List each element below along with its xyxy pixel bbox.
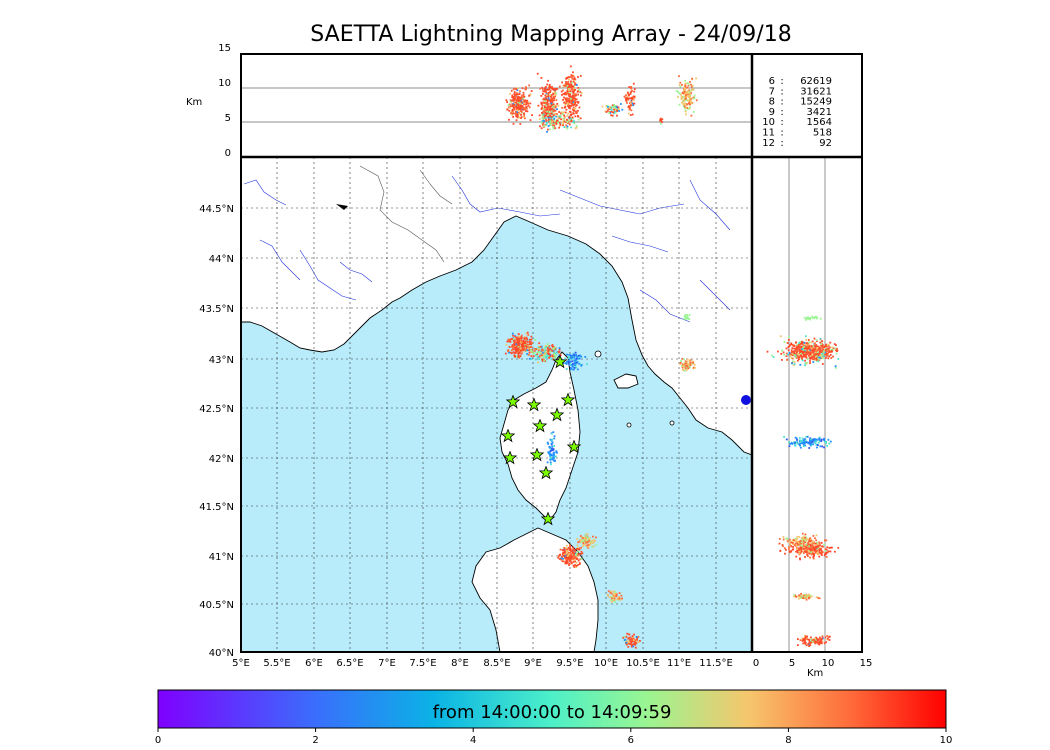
lon-tick-label: 6.5°E bbox=[336, 658, 363, 669]
lon-tick-label: 6°E bbox=[305, 658, 323, 669]
station-count-value: 518 bbox=[813, 128, 832, 139]
station-count-sep: : bbox=[780, 76, 783, 87]
altitude-tick-label: 10 bbox=[218, 78, 231, 89]
station-count-sep: : bbox=[780, 107, 783, 118]
map-panel bbox=[240, 156, 753, 653]
lon-tick-label: 7°E bbox=[378, 658, 396, 669]
station-count-sep: : bbox=[780, 97, 783, 108]
lon-tick-label: 10°E bbox=[594, 658, 618, 669]
station-count-n: 6 bbox=[769, 76, 775, 87]
lat-tick-label: 43.5°N bbox=[199, 304, 234, 315]
lat-tick-label: 40.5°N bbox=[199, 600, 234, 611]
lon-tick-label: 10.5°E bbox=[626, 658, 660, 669]
station-count-value: 62619 bbox=[800, 76, 832, 87]
colorbar-tick-label: 10 bbox=[940, 735, 953, 746]
lon-tick-label: 8.5°E bbox=[483, 658, 510, 669]
montecristo-island bbox=[626, 422, 632, 428]
lon-tick-label: 9.5°E bbox=[556, 658, 583, 669]
giglio-island bbox=[669, 420, 675, 426]
side-x-unit-label: Km bbox=[807, 668, 823, 679]
station-count-value: 31621 bbox=[800, 86, 832, 97]
top-lightning-sources bbox=[505, 65, 698, 133]
lat-tick-label: 42.5°N bbox=[199, 404, 234, 415]
side-altitude-tick-label: 0 bbox=[753, 658, 759, 669]
panel-frames bbox=[240, 53, 863, 653]
station-counts-panel: 6: 62619 7: 31621 8: 15249 9: 3421 10: 1564 11: 518… bbox=[762, 76, 832, 149]
colorbar-time-range: from 14:00:00 to 14:09:59 bbox=[432, 702, 672, 723]
lon-tick-label: 11°E bbox=[667, 658, 691, 669]
colorbar-tick-label: 6 bbox=[628, 735, 634, 746]
lat-tick-label: 42°N bbox=[209, 454, 234, 465]
lon-tick-label: 7.5°E bbox=[409, 658, 436, 669]
lon-tick-label: 11.5°E bbox=[699, 658, 733, 669]
station-count-sep: : bbox=[780, 117, 783, 128]
capraia-island bbox=[594, 350, 602, 358]
corsica-island bbox=[499, 351, 581, 521]
station-count-n: 9 bbox=[769, 107, 775, 118]
station-count-sep: : bbox=[780, 138, 783, 149]
colorbar-tick-label: 0 bbox=[155, 735, 161, 746]
station-count-sep: : bbox=[780, 128, 783, 139]
side-lightning-sources bbox=[766, 315, 840, 647]
lake-marker bbox=[336, 204, 348, 210]
side-altitude-tick-label: 15 bbox=[860, 658, 873, 669]
station-count-n: 7 bbox=[769, 86, 775, 97]
lake-bolsena bbox=[741, 395, 751, 405]
lat-tick-label: 40°N bbox=[209, 648, 234, 659]
lat-tick-label: 43°N bbox=[209, 355, 234, 366]
altitude-tick-label: 5 bbox=[225, 113, 231, 124]
elba-island bbox=[613, 373, 639, 389]
borders bbox=[359, 165, 453, 263]
station-count-n: 12 bbox=[762, 138, 775, 149]
colorbar-ticks: 0 2 4 6 8 10 bbox=[155, 728, 953, 746]
side-altitude-tick-label: 5 bbox=[789, 658, 795, 669]
colorbar-tick-label: 2 bbox=[312, 735, 318, 746]
station-count-n: 10 bbox=[762, 117, 775, 128]
station-count-value: 3421 bbox=[807, 107, 832, 118]
colorbar-tick-label: 4 bbox=[470, 735, 476, 746]
altitude-latitude-panel bbox=[752, 157, 862, 652]
altitude-tick-label: 15 bbox=[218, 43, 231, 54]
side-altitude-tick-label: 10 bbox=[822, 658, 835, 669]
lon-tick-label: 5°E bbox=[232, 658, 250, 669]
rivers bbox=[243, 175, 731, 323]
map-graticule bbox=[241, 157, 752, 652]
station-count-value: 15249 bbox=[800, 97, 832, 108]
altitude-longitude-panel bbox=[241, 54, 752, 157]
lat-tick-label: 41°N bbox=[209, 552, 234, 563]
lat-tick-label: 41.5°N bbox=[199, 502, 234, 513]
colorbar-tick-label: 8 bbox=[785, 735, 791, 746]
station-count-sep: : bbox=[780, 86, 783, 97]
lon-tick-label: 9°E bbox=[524, 658, 542, 669]
altitude-tick-label: 0 bbox=[225, 148, 231, 159]
lat-tick-label: 44.5°N bbox=[199, 204, 234, 215]
station-count-n: 11 bbox=[762, 128, 775, 139]
colorbar bbox=[157, 689, 947, 729]
lat-tick-label: 44°N bbox=[209, 254, 234, 265]
top-y-unit-label: Km bbox=[186, 97, 202, 108]
lon-tick-label: 5.5°E bbox=[263, 658, 290, 669]
mainland-coast bbox=[241, 157, 752, 456]
figure-title: SAETTA Lightning Mapping Array - 24/09/1… bbox=[310, 22, 792, 47]
map-lightning-sources bbox=[504, 313, 696, 649]
axis-labels: 5°E 5.5°E 6°E 6.5°E 7°E 7.5°E 8°E 8.5°E 9°E 9.5°E… bbox=[186, 43, 872, 679]
station-count-n: 8 bbox=[769, 97, 775, 108]
station-count-value: 92 bbox=[819, 138, 832, 149]
lon-tick-label: 8°E bbox=[451, 658, 469, 669]
station-count-value: 1564 bbox=[807, 117, 832, 128]
